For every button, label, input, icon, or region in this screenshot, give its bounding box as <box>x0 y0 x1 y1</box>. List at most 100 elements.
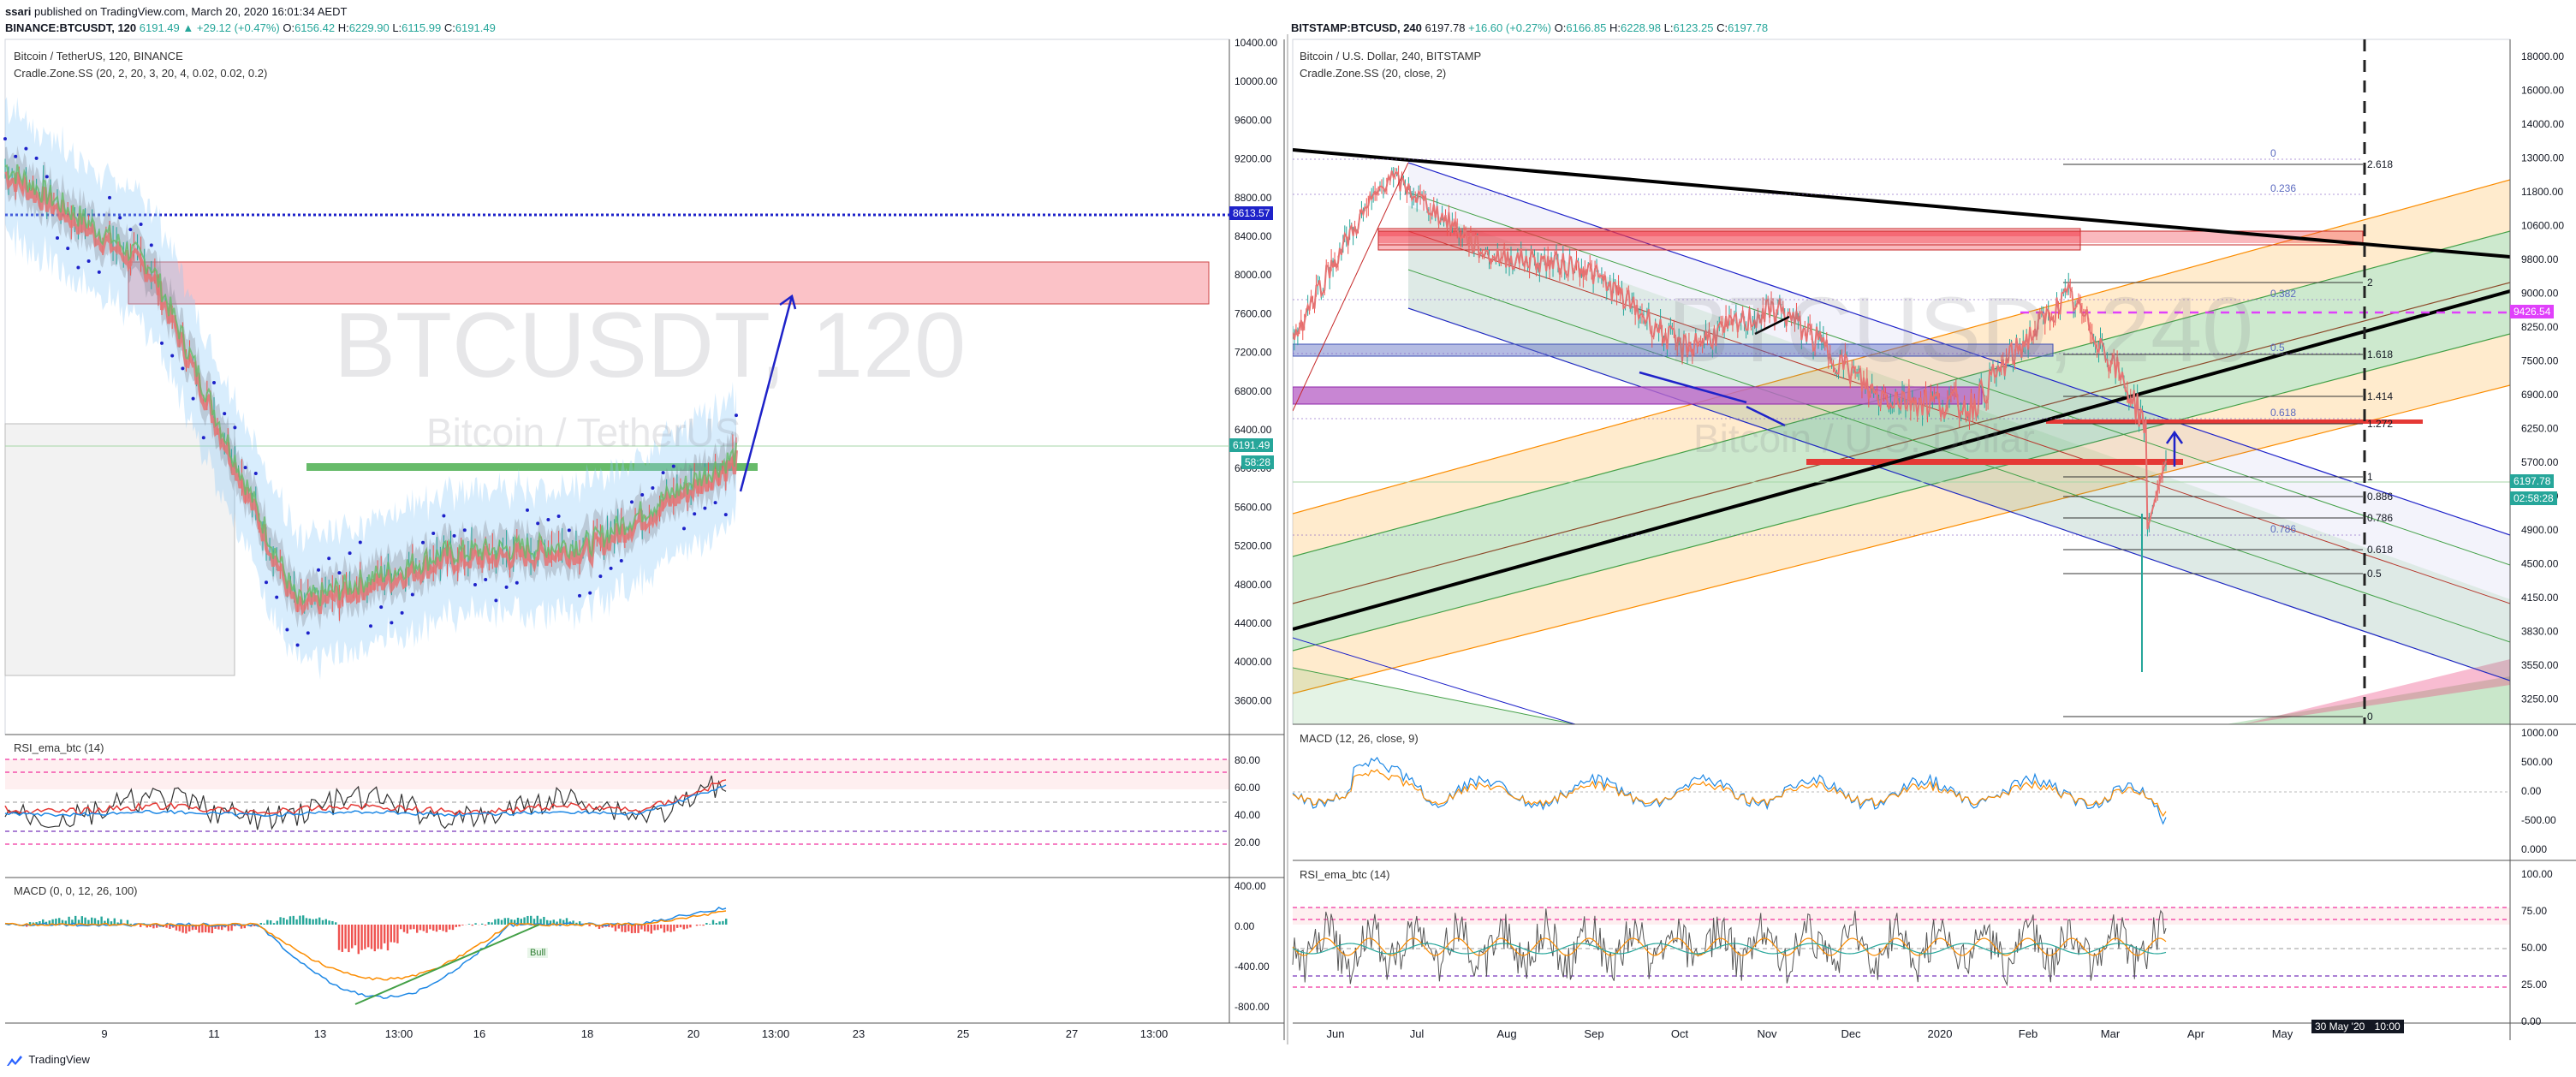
left-macd-bar <box>93 918 97 925</box>
left-macd-bar <box>283 918 285 925</box>
left-blue-price-tag: 8613.57 <box>1229 206 1274 220</box>
right-support-trendline[interactable] <box>1293 289 2510 631</box>
left-sar-dot <box>462 528 467 533</box>
left-resistance-zone[interactable] <box>128 261 1210 305</box>
left-sar-dot <box>661 471 665 475</box>
right-time-tick: Mar <box>2101 1027 2121 1040</box>
left-macd-bar <box>324 919 327 925</box>
left-macd-bar <box>243 925 246 929</box>
left-macd-bar <box>58 918 61 925</box>
left-price-tick: 6800.00 <box>1234 385 1272 397</box>
left-ma-green <box>4 164 737 607</box>
left-macd-bar <box>669 925 672 932</box>
left-sar-dot <box>170 354 175 358</box>
left-sar-dot <box>45 175 49 179</box>
right-fib-right-label: 0.618 <box>2367 544 2393 556</box>
left-macd-bar <box>614 925 617 931</box>
right-red-line-1272[interactable] <box>2046 419 2423 424</box>
left-macd-bar <box>474 923 477 925</box>
left-macd-bar <box>357 925 360 955</box>
left-macd-bar <box>572 920 574 925</box>
left-macd-bar <box>657 925 659 931</box>
left-macd-bar <box>510 919 513 925</box>
left-sar-dot <box>452 533 456 538</box>
left-macd-bar <box>663 925 666 933</box>
left-time-tick: 16 <box>473 1027 485 1040</box>
right-indicator-label: Cradle.Zone.SS (20, close, 2) <box>1300 67 1447 80</box>
right-time-tick: Apr <box>2187 1027 2205 1040</box>
left-ticker-line: BINANCE:BTCUSDT, 120 6191.49 ▲ +29.12 (+… <box>5 21 496 34</box>
left-rsi-title: RSI_ema_btc (14) <box>14 741 104 754</box>
left-macd-bar <box>279 917 282 925</box>
right-time-tick: Dec <box>1841 1027 1861 1040</box>
left-macd-bar <box>116 922 119 925</box>
left-macd-bar <box>682 925 685 930</box>
left-last-price-tag: 6191.49 <box>1229 438 1274 452</box>
right-fib-left-label: 0.618 <box>2270 407 2296 419</box>
left-sar-dot <box>201 436 205 440</box>
left-macd-bar <box>217 925 220 930</box>
right-price-pane[interactable] <box>1292 39 2511 725</box>
left-sar-dot <box>556 514 561 518</box>
left-chart[interactable]: 9 11 13 13:00 16 18 20 13:00 23 25 27 13:00 10400.0… <box>3 37 1285 1040</box>
right-blue-zone[interactable] <box>1293 343 2054 357</box>
left-macd-bar <box>552 919 555 925</box>
left-rsi-axis: 80.00 60.00 40.00 20.00 <box>1234 754 1260 848</box>
left-sar-dot <box>379 605 384 610</box>
left-macd-tick: 0.00 <box>1234 920 1255 932</box>
right-price-tick: 16000.00 <box>2521 85 2564 97</box>
left-bull-trendline[interactable] <box>354 924 540 1005</box>
left-sar-dot <box>546 518 550 522</box>
left-sar-dot <box>588 591 592 595</box>
right-red-line-support[interactable] <box>1806 459 2183 465</box>
left-macd-bar <box>458 925 461 927</box>
left-macd-bar <box>42 919 45 925</box>
right-purple-zone[interactable] <box>1293 386 1983 405</box>
left-macd-bar <box>308 918 311 925</box>
left-macd-bar <box>178 925 181 931</box>
left-macd-tick: 400.00 <box>1234 880 1266 892</box>
left-macd-bar <box>676 925 679 928</box>
left-sar-dot <box>526 508 529 512</box>
left-bar-timer: 58:28 <box>1241 455 1275 469</box>
left-sar-dot <box>181 366 185 371</box>
left-sar-dot <box>243 466 247 470</box>
left-sar-dot <box>400 610 404 615</box>
left-macd-bar <box>650 925 652 934</box>
left-sar-dot <box>160 341 164 345</box>
right-date-badge-date: 30 May '20 <box>2315 1020 2365 1032</box>
left-sar-dot <box>24 146 28 151</box>
left-macd-bar <box>546 919 549 925</box>
left-macd-bar <box>253 925 256 926</box>
left-macd-bar <box>107 918 110 925</box>
left-macd-bar <box>169 925 171 930</box>
right-fib-right-label: 1.414 <box>2367 390 2393 402</box>
footer-brand-text: TradingView <box>28 1053 90 1066</box>
left-macd-bar <box>156 925 158 928</box>
right-resistance-trendline[interactable] <box>1293 148 2510 259</box>
left-sar-dot <box>66 247 70 251</box>
right-rsi-tick: 0.00 <box>2521 1015 2542 1027</box>
left-price-tick: 8400.00 <box>1234 230 1272 242</box>
left-support-zone[interactable] <box>306 463 758 471</box>
left-sar-dot <box>86 259 91 263</box>
left-price-tick: 7600.00 <box>1234 307 1272 319</box>
left-projection-arrow[interactable] <box>739 295 794 492</box>
right-change: +16.60 (+0.27%) <box>1468 21 1551 34</box>
right-price-tick: 4150.00 <box>2521 592 2559 604</box>
left-low: 6115.99 <box>402 21 442 34</box>
right-chart[interactable]: 0 0.236 0.382 0.5 0.618 0.786 2.618 2 1.618 1.41… <box>1292 39 2576 1040</box>
right-time-tick: Feb <box>2019 1027 2038 1040</box>
left-macd-bar <box>266 919 269 925</box>
footer-brand[interactable]: TradingView <box>7 1053 90 1066</box>
right-fib-right-label: 1 <box>2367 471 2373 483</box>
left-sar-dot <box>275 595 279 599</box>
left-candles <box>3 137 738 647</box>
left-time-tick: 9 <box>101 1027 107 1040</box>
left-range-box[interactable] <box>4 423 235 676</box>
left-macd <box>4 907 728 1000</box>
left-macd-bar <box>532 919 536 925</box>
left-macd-bar <box>328 920 330 925</box>
left-macd-bar <box>61 919 64 925</box>
